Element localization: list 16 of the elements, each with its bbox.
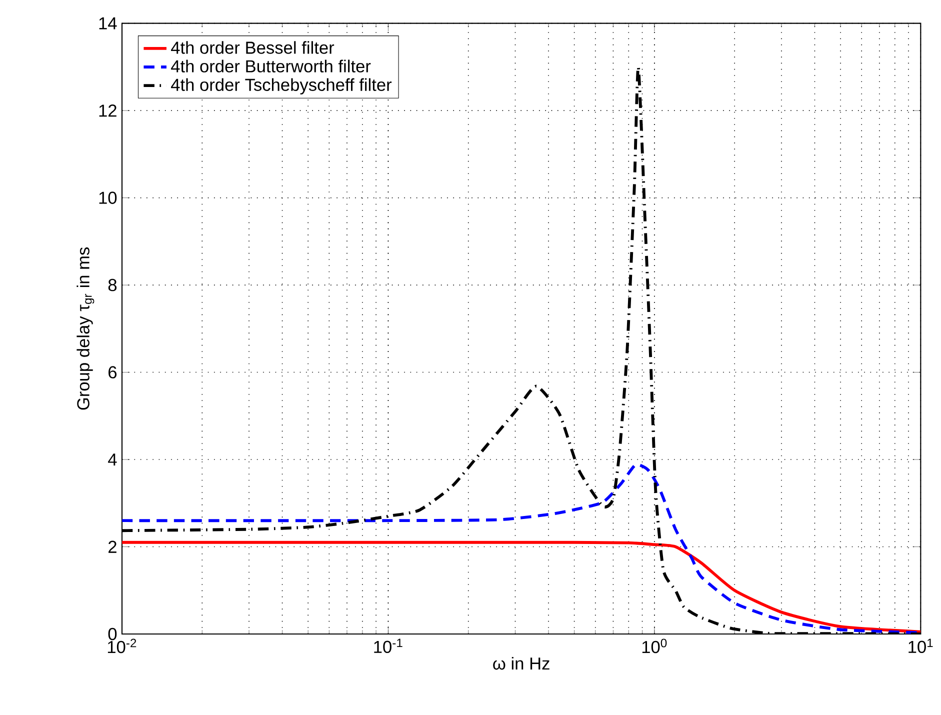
y-tick-label: 8 [108,278,117,292]
legend-label: 4th order Tschebyscheff filter [171,78,392,94]
y-tick-label: 14 [99,17,117,30]
x-tick-label: 10$^{-1}$ [374,638,402,654]
y-tick-label: 4 [108,454,117,466]
y-tick-label: 12 [99,104,116,117]
x-tick-label: 10$^{0}$ [642,638,667,654]
y-axis-title: Group delay τ$_{gr}$ in ms [76,247,94,410]
x-axis-title: ω in Hz [493,656,550,670]
legend-label: 4th order Bessel filter [171,41,334,54]
legend-label: 4th order Butterworth filter [171,60,371,72]
y-tick-label: 6 [108,366,117,378]
y-tick-label: 10 [99,192,117,204]
x-tick-label: 10$^{1}$ [908,638,933,654]
y-tick-label: 0 [108,628,117,640]
y-tick-label: 2 [108,540,116,553]
